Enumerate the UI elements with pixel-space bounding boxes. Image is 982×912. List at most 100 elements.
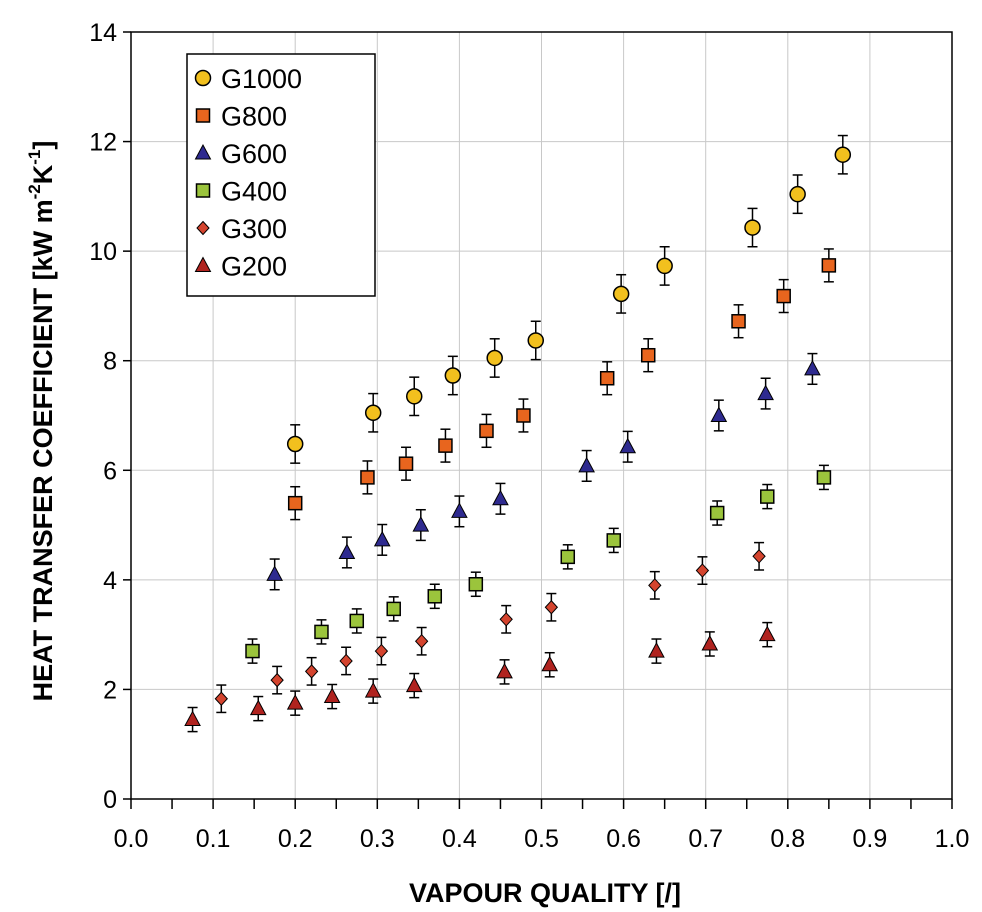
series-g400 (245, 464, 832, 664)
series-g1000 (286, 134, 852, 464)
y-axis-title-unit: K (28, 164, 58, 184)
data-point (834, 146, 852, 163)
data-point (619, 437, 637, 454)
data-point (606, 533, 621, 548)
data-point (286, 694, 304, 710)
data-point (752, 549, 766, 564)
y-tick-label: 8 (103, 348, 117, 376)
y-tick-label: 12 (89, 129, 117, 157)
y-axis-title: HEAT TRANSFER COEFFICIENT [kW m-2K-1] (25, 141, 58, 702)
legend-label: G400 (221, 177, 287, 207)
data-point (479, 423, 494, 439)
data-point (760, 489, 775, 504)
data-point (599, 370, 615, 386)
x-tick-label: 0.0 (114, 825, 149, 853)
legend-label: G800 (221, 102, 287, 132)
data-point (578, 456, 595, 473)
data-point (270, 672, 284, 688)
data-point (414, 633, 429, 649)
legend-label: G1000 (221, 64, 302, 94)
legend-label: G200 (221, 252, 287, 282)
data-point (323, 687, 341, 704)
data-point (398, 456, 414, 471)
data-point (648, 578, 662, 593)
data-point (374, 643, 389, 659)
data-point (266, 565, 284, 581)
x-tick-label: 0.1 (196, 825, 231, 853)
y-tick-label: 14 (89, 19, 117, 47)
y-axis-title-exp1: -2 (25, 184, 44, 199)
data-point (731, 314, 746, 329)
data-point (701, 634, 719, 651)
legend-item-g300: G300 (196, 214, 287, 244)
data-point (499, 612, 513, 627)
data-point (486, 349, 503, 367)
data-point (757, 384, 774, 401)
data-point (451, 502, 468, 518)
x-tick-label: 0.2 (278, 825, 313, 853)
data-point (386, 601, 401, 617)
x-tick-label: 0.4 (442, 825, 477, 853)
series-g200 (184, 621, 776, 733)
legend-marker (195, 108, 211, 123)
axis-ticks: 0.0 0.1 0.2 0.3 0.4 0.5 0.6 0.7 0.8 0.9 1.0 0 2 4 6 8 10… (89, 19, 969, 853)
legend-item-g200: G200 (194, 252, 287, 282)
x-tick-label: 0.6 (606, 825, 641, 853)
legend-marker (196, 220, 210, 236)
data-point (339, 653, 353, 669)
legend-label: G600 (221, 139, 287, 169)
data-point (496, 662, 513, 679)
series-g300 (214, 541, 766, 714)
data-point (184, 710, 201, 727)
data-point (468, 576, 484, 592)
data-point (373, 530, 391, 547)
data-point (314, 624, 329, 640)
data-point (527, 332, 545, 349)
y-axis-title-prefix: HEAT TRANSFER COEFFICIENT [kW m (28, 199, 58, 701)
x-tick-label: 0.8 (770, 825, 805, 853)
x-tick-label: 0.7 (688, 825, 723, 853)
x-axis-title: VAPOUR QUALITY [/] (409, 878, 681, 908)
y-axis-title-exp2: -1 (25, 150, 44, 165)
data-point (249, 699, 267, 716)
y-tick-label: 4 (103, 567, 117, 595)
x-tick-label: 0.3 (360, 825, 395, 853)
series-g600 (266, 352, 821, 591)
legend-marker (194, 256, 212, 272)
data-point (648, 642, 665, 658)
data-point (776, 288, 791, 304)
data-points (184, 134, 852, 733)
data-point (412, 516, 430, 532)
data-point (427, 589, 443, 604)
data-point (612, 285, 630, 303)
data-point (286, 435, 304, 453)
data-point (789, 185, 806, 203)
legend-item-g600: G600 (194, 139, 287, 169)
data-point (541, 655, 559, 672)
legend: G1000 G800 G600 G400 G300 G200 (186, 53, 376, 297)
data-point (338, 543, 356, 559)
data-point (560, 549, 576, 565)
data-point (349, 613, 365, 629)
y-axis-title-suffix: ] (28, 141, 58, 150)
data-point (821, 258, 837, 273)
data-point (364, 404, 382, 422)
x-tick-label: 0.5 (524, 825, 559, 853)
data-point (304, 664, 319, 679)
legend-item-g800: G800 (195, 102, 287, 132)
data-point (695, 563, 710, 578)
data-point (709, 505, 725, 521)
data-point (214, 691, 228, 706)
legend-item-g400: G400 (195, 177, 287, 207)
data-point (360, 470, 375, 485)
data-point (516, 408, 531, 423)
data-point (804, 359, 821, 376)
data-point (640, 347, 656, 363)
data-point (710, 406, 728, 422)
data-point (438, 438, 453, 453)
legend-marker (195, 183, 211, 198)
data-point (744, 219, 761, 236)
legend-box (186, 53, 376, 297)
data-point (656, 257, 673, 275)
